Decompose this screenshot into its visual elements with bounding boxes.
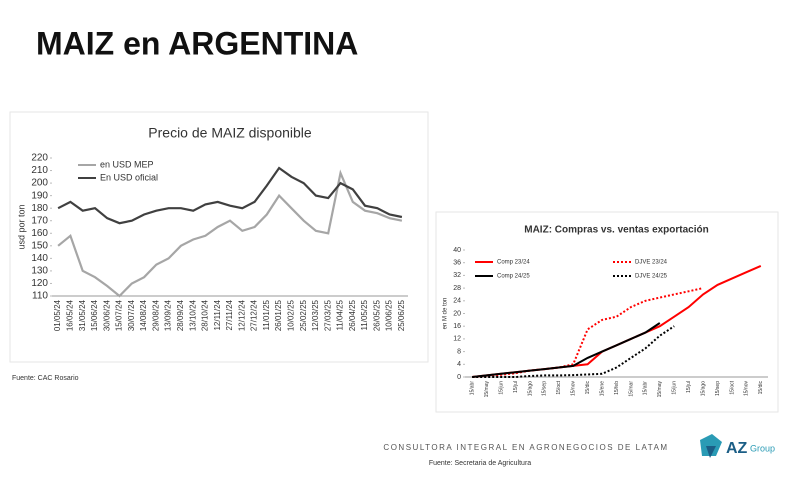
y-axis-label: en M de ton xyxy=(443,298,449,330)
y-tick-label: 190 xyxy=(31,190,48,201)
x-tick-label: 15/jun xyxy=(498,381,504,395)
series-line xyxy=(57,166,403,225)
x-tick-label: 15/ene xyxy=(599,381,605,397)
y-tick-label: 180 xyxy=(31,203,48,214)
x-tick-label: 15/feb xyxy=(614,381,620,395)
x-tick-label: 15/mar xyxy=(628,381,634,397)
chart-title: Precio de MAIZ disponible xyxy=(148,125,312,141)
source: Fuente: Secretaria de Agricultura xyxy=(429,460,531,467)
legend-label: DJVE 24/25 xyxy=(635,274,668,280)
logo-icon xyxy=(706,446,716,458)
x-tick-label: 28/09/24 xyxy=(176,299,185,331)
x-tick-label: 15/nov xyxy=(744,381,750,397)
source: Fuente: CAC Rosario xyxy=(12,375,79,382)
x-tick-label: 12/11/24 xyxy=(213,299,222,330)
chart-frame xyxy=(435,211,779,413)
series-line xyxy=(472,325,675,378)
legend-label: Comp 23/24 xyxy=(497,260,530,266)
x-tick-label: 11/04/25 xyxy=(336,299,345,330)
y-tick-label: 130 xyxy=(31,266,48,277)
x-tick-label: 15/oct xyxy=(729,380,735,394)
chart-title: MAIZ: Compras vs. ventas exportación xyxy=(524,225,709,236)
y-tick-label: 28 xyxy=(453,285,461,292)
y-tick-label: 32 xyxy=(453,272,461,279)
x-tick-label: 15/ago xyxy=(527,381,533,397)
y-tick-label: 200 xyxy=(31,178,48,189)
y-tick-label: 12 xyxy=(453,336,461,343)
x-tick-label: 01/05/24 xyxy=(53,299,62,331)
x-tick-label: 15/dic xyxy=(758,381,764,395)
x-tick-label: 28/10/24 xyxy=(201,299,210,331)
x-tick-label: 15/06/24 xyxy=(90,299,99,331)
y-tick-label: 220 xyxy=(31,153,48,164)
y-tick-label: 170 xyxy=(31,215,48,226)
x-tick-label: 31/05/24 xyxy=(78,299,87,331)
x-tick-label: 15/abr xyxy=(470,381,476,396)
x-tick-label: 10/02/25 xyxy=(286,299,295,331)
y-axis-label: usd por ton xyxy=(16,204,26,249)
x-tick-label: 14/08/24 xyxy=(139,299,148,331)
x-tick-label: 27/03/25 xyxy=(323,299,332,331)
x-tick-label: 13/09/24 xyxy=(164,299,173,331)
x-tick-label: 15/07/24 xyxy=(115,299,124,331)
x-tick-label: 15/abr xyxy=(643,381,649,396)
y-tick-label: 8 xyxy=(457,348,461,355)
x-tick-label: 15/may xyxy=(484,381,490,398)
x-tick-label: 15/dic xyxy=(585,381,591,395)
chart-frame xyxy=(9,111,429,363)
x-tick-label: 15/sep xyxy=(715,381,721,396)
y-tick-label: 40 xyxy=(453,247,461,254)
footer: CONSULTORA INTEGRAL EN AGRONEGOCIOS DE L… xyxy=(383,443,668,452)
slide-title: MAIZ en ARGENTINA xyxy=(36,25,358,61)
x-tick-label: 12/12/24 xyxy=(237,299,246,331)
x-tick-label: 15/nov xyxy=(571,381,577,397)
logo-sub: Group xyxy=(750,443,775,453)
legend-label: DJVE 23/24 xyxy=(635,260,668,266)
series-line xyxy=(472,322,661,378)
legend-label: Comp 24/25 xyxy=(497,274,530,280)
x-tick-label: 27/11/24 xyxy=(225,299,234,330)
x-tick-label: 25/02/25 xyxy=(299,299,308,331)
y-tick-label: 20 xyxy=(453,310,461,317)
y-tick-label: 210 xyxy=(31,165,48,176)
logo-icon xyxy=(700,434,722,456)
x-tick-label: 25/06/25 xyxy=(397,299,406,331)
x-tick-label: 15/jun xyxy=(672,381,678,395)
y-tick-label: 24 xyxy=(453,298,461,305)
x-tick-label: 11/01/25 xyxy=(262,299,271,330)
x-tick-label: 29/08/24 xyxy=(151,299,160,331)
x-tick-label: 30/06/24 xyxy=(102,299,111,331)
x-tick-label: 27/12/24 xyxy=(250,299,259,331)
x-tick-label: 26/04/25 xyxy=(348,299,357,331)
x-tick-label: 15/jul xyxy=(686,381,692,393)
x-tick-label: 26/01/25 xyxy=(274,299,283,331)
y-tick-label: 16 xyxy=(453,323,461,330)
y-tick-label: 36 xyxy=(453,260,461,267)
y-tick-label: 160 xyxy=(31,228,48,239)
y-tick-label: 4 xyxy=(457,361,461,368)
y-tick-label: 0 xyxy=(457,374,461,381)
x-tick-label: 26/05/25 xyxy=(372,299,381,331)
legend-label: En USD oficial xyxy=(100,172,158,182)
x-tick-label: 11/05/25 xyxy=(360,299,369,330)
x-tick-label: 15/may xyxy=(657,381,663,398)
x-tick-label: 12/03/25 xyxy=(311,299,320,331)
logo: AZ xyxy=(726,440,748,457)
series-line xyxy=(472,287,704,378)
x-tick-label: 30/07/24 xyxy=(127,299,136,331)
x-tick-label: 15/sep xyxy=(542,381,548,396)
y-tick-label: 120 xyxy=(31,278,48,289)
y-tick-label: 140 xyxy=(31,253,48,264)
series-line xyxy=(57,169,403,298)
x-tick-label: 15/jul xyxy=(513,381,519,393)
x-tick-label: 10/06/25 xyxy=(385,299,394,331)
x-tick-label: 16/05/24 xyxy=(66,299,75,331)
x-tick-label: 15/ago xyxy=(700,381,706,397)
y-tick-label: 150 xyxy=(31,240,48,251)
x-tick-label: 15/oct xyxy=(556,380,562,394)
legend-label: en USD MEP xyxy=(100,159,154,169)
y-tick-label: 110 xyxy=(32,291,48,302)
x-tick-label: 13/10/24 xyxy=(188,299,197,331)
